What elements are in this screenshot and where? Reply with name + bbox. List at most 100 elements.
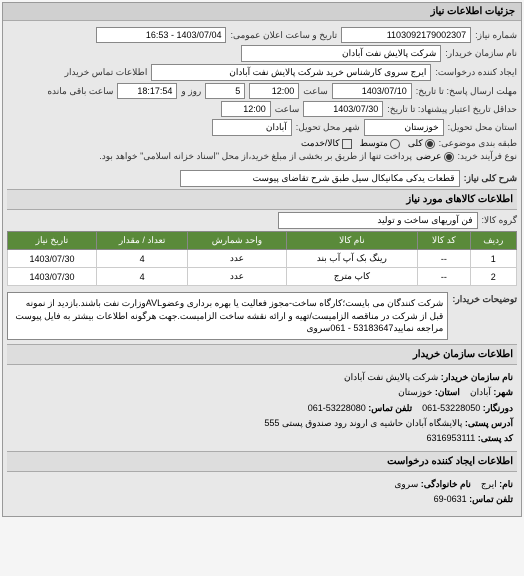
cell: 4 xyxy=(96,250,187,268)
remaining-days-label: روز و xyxy=(181,86,201,97)
table-row: 1 -- رینگ بک آپ آب بند عدد 4 1403/07/30 xyxy=(8,250,517,268)
goods-table: ردیف کد کالا نام کالا واحد شمارش تعداد /… xyxy=(7,231,517,286)
validity-date-field: 1403/07/30 xyxy=(303,101,383,117)
th-4: تعداد / مقدار xyxy=(96,232,187,250)
request-number-label: شماره نیاز: xyxy=(475,30,517,41)
row-validity: حداقل تاریخ اعتبار پیشنهاد: تا تاریخ: 14… xyxy=(7,101,517,117)
org-name-line: نام سازمان خریدار: شرکت پالایش نفت آبادا… xyxy=(11,370,513,384)
radio-dot-icon xyxy=(444,152,454,162)
org-city-label: شهر: xyxy=(493,387,513,397)
deadline-time-label: ساعت xyxy=(303,86,328,97)
org-section-title: اطلاعات سازمان خریدار xyxy=(7,344,517,365)
org-name-value: شرکت پالایش نفت آبادان xyxy=(344,372,438,382)
city-label: شهر محل تحویل: xyxy=(296,122,360,133)
th-3: واحد شمارش xyxy=(188,232,286,250)
panel-title: جزئیات اطلاعات نیاز xyxy=(3,3,521,21)
address-label: آدرس پستی: xyxy=(465,418,513,428)
radio-dot-icon xyxy=(390,139,400,149)
org-name-label: نام سازمان خریدار: xyxy=(441,372,513,382)
goods-group-label: گروه کالا: xyxy=(482,215,517,226)
cell: 1403/07/30 xyxy=(8,250,97,268)
creator-family-value: سروی xyxy=(394,479,418,489)
fax-label: دورنگار: xyxy=(483,403,513,413)
fax-line: دورنگار: 53228050-061 تلفن تماس: 5322808… xyxy=(11,401,513,415)
row-classification: طبقه بندی موضوعی: کلی متوسط کالا/خدمت xyxy=(7,138,517,149)
validity-label: حداقل تاریخ اعتبار پیشنهاد: تا تاریخ: xyxy=(387,104,517,115)
requester-label: ایجاد کننده درخواست: xyxy=(435,67,517,78)
deadline-date-field: 1403/07/10 xyxy=(332,83,412,99)
creator-phone-label: تلفن تماس: xyxy=(469,494,513,504)
org-city-line: شهر: آبادان استان: خوزستان xyxy=(11,385,513,399)
requester-field: ایرج سروی کارشناس خرید شرکت پالایش نفت آ… xyxy=(151,64,431,81)
cell: عدد xyxy=(188,268,286,286)
cell: -- xyxy=(418,250,470,268)
creator-phone-line: تلفن تماس: 0631-69 xyxy=(11,492,513,506)
th-2: نام کالا xyxy=(286,232,418,250)
creator-info: نام: ایرج نام خانوادگی: سروی تلفن تماس: … xyxy=(7,472,517,512)
postal-line: کد پستی: 6316953111 xyxy=(11,431,513,445)
row-process: نوع فرآیند خرید: عرضی پرداخت تنها از طری… xyxy=(7,151,517,162)
remaining-label: ساعت باقی مانده xyxy=(47,86,113,97)
cell: عدد xyxy=(188,250,286,268)
org-province-value: خوزستان xyxy=(398,387,432,397)
postal-label: کد پستی: xyxy=(478,433,513,443)
request-number-field: 1103092179002307 xyxy=(341,27,471,43)
cell: 2 xyxy=(470,268,516,286)
row-goods-group: گروه کالا: فن آوریهای ساخت و تولید xyxy=(7,212,517,229)
postal-value: 6316953111 xyxy=(427,433,476,443)
announce-field: 1403/07/04 - 16:53 xyxy=(96,27,226,43)
cell: کاپ مترج xyxy=(286,268,418,286)
need-title-field: قطعات یدکی مکانیکال سیل طبق شرح تقاضای پ… xyxy=(180,170,460,187)
org-city-value: آبادان xyxy=(470,387,491,397)
creator-name-value: ایرج xyxy=(481,479,497,489)
table-row: 2 -- کاپ مترج عدد 4 1403/07/30 xyxy=(8,268,517,286)
radio-direct-label: عرضی xyxy=(416,151,441,162)
need-title-label: شرح کلی نیاز: xyxy=(464,173,517,184)
radio-avg-label: متوسط xyxy=(360,138,388,149)
creator-phone-value: 0631-69 xyxy=(434,494,467,504)
contact-label: اطلاعات تماس خریدار xyxy=(65,67,148,78)
creator-name-line: نام: ایرج نام خانوادگی: سروی xyxy=(11,477,513,491)
cell: رینگ بک آپ آب بند xyxy=(286,250,418,268)
creator-name-label: نام: xyxy=(499,479,513,489)
org-province-label: استان: xyxy=(435,387,460,397)
remaining-days-field: 5 xyxy=(205,83,245,99)
radio-all-label: کلی xyxy=(408,138,423,149)
details-panel: جزئیات اطلاعات نیاز شماره نیاز: 11030921… xyxy=(2,2,522,517)
phone-value: 53228080-061 xyxy=(308,403,366,413)
radio-direct[interactable]: عرضی xyxy=(416,151,453,162)
phone-label: تلفن تماس: xyxy=(368,403,412,413)
note-text: پرداخت تنها از طریق بر بخشی از مبلغ خرید… xyxy=(99,151,412,162)
creator-family-label: نام خانوادگی: xyxy=(421,479,471,489)
group-label: طبقه بندی موضوعی: xyxy=(439,138,517,149)
radio-goods-label: کالا/خدمت xyxy=(301,138,340,149)
goods-section-title: اطلاعات کالاهای مورد نیاز xyxy=(7,189,517,210)
table-header-row: ردیف کد کالا نام کالا واحد شمارش تعداد /… xyxy=(8,232,517,250)
validity-time-label: ساعت xyxy=(275,104,300,115)
th-1: کد کالا xyxy=(418,232,470,250)
validity-time-field: 12:00 xyxy=(221,101,271,117)
classification-radios: کلی متوسط کالا/خدمت xyxy=(301,138,435,149)
province-label: استان محل تحویل: xyxy=(448,122,517,133)
address-value: پالایشگاه آبادان حاشیه ی اروند رود صندوق… xyxy=(264,418,462,428)
th-0: ردیف xyxy=(470,232,516,250)
announce-label: تاریخ و ساعت اعلان عمومی: xyxy=(230,30,337,41)
cell: 1 xyxy=(470,250,516,268)
process-label: نوع فرآیند خرید: xyxy=(458,151,518,162)
response-label: مهلت ارسال پاسخ: تا تاریخ: xyxy=(416,86,517,97)
buyer-name-label: نام سازمان خریدار: xyxy=(445,48,517,59)
buyer-name-field: شرکت پالایش نفت آبادان xyxy=(241,45,441,62)
creator-section-title: اطلاعات ایجاد کننده درخواست xyxy=(7,451,517,472)
row-deadline: مهلت ارسال پاسخ: تا تاریخ: 1403/07/10 سا… xyxy=(7,83,517,99)
cell: 4 xyxy=(96,268,187,286)
fax-value: 53228050-061 xyxy=(422,403,480,413)
radio-avg[interactable]: متوسط xyxy=(360,138,400,149)
row-request-number: شماره نیاز: 1103092179002307 تاریخ و ساع… xyxy=(7,27,517,43)
province-field: خوزستان xyxy=(364,119,444,136)
deadline-time-field: 12:00 xyxy=(249,83,299,99)
row-buyer: نام سازمان خریدار: شرکت پالایش نفت آبادا… xyxy=(7,45,517,62)
remaining-time-field: 18:17:54 xyxy=(117,83,177,99)
row-buyer-desc: توضیحات خریدار: شرکت کنندگان می بایست؛کا… xyxy=(7,290,517,342)
radio-all[interactable]: کلی xyxy=(408,138,435,149)
radio-goods[interactable]: کالا/خدمت xyxy=(301,138,352,149)
